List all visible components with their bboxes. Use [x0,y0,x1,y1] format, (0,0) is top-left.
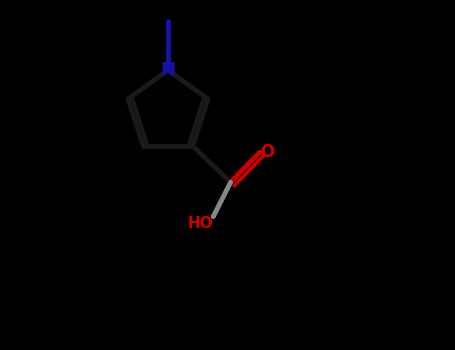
Text: HO: HO [188,216,214,231]
Text: N: N [161,61,176,79]
Text: O: O [260,143,275,161]
